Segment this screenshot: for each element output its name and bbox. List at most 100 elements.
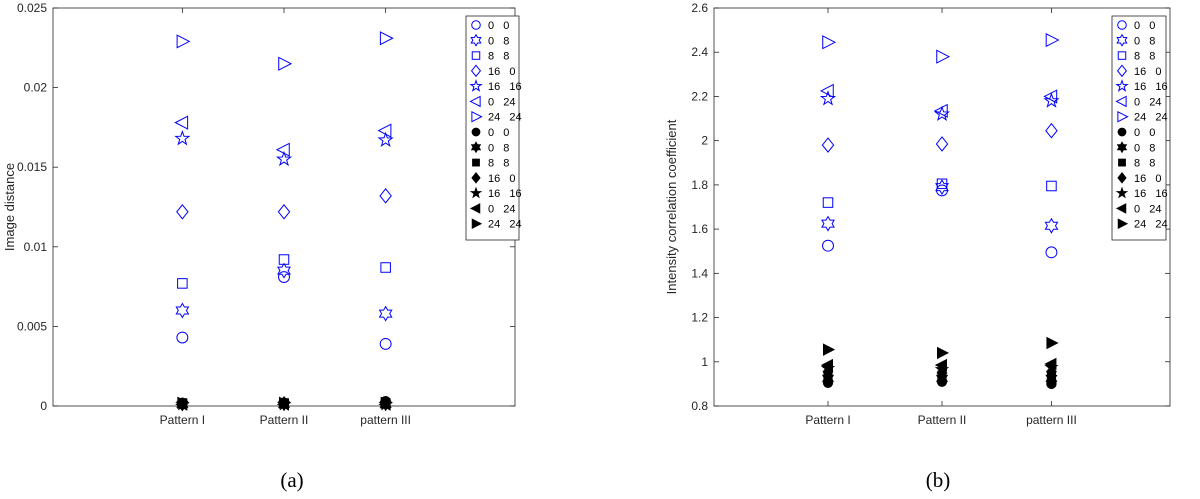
data-point <box>275 142 290 157</box>
y-tick-label: 1.6 <box>691 222 708 236</box>
legend-entry: 0 24 <box>1134 96 1162 108</box>
data-point <box>935 179 949 196</box>
legend-entry: 0 0 <box>1134 20 1155 32</box>
legend-marker <box>1115 79 1129 92</box>
data-point <box>820 358 833 372</box>
legend-marker <box>1117 110 1129 123</box>
data-point <box>377 123 392 138</box>
legend-marker <box>470 33 482 47</box>
legend-marker <box>469 203 481 214</box>
data-point <box>380 396 393 410</box>
legend-entry: 0 24 <box>488 96 516 108</box>
y-tick-label: 0.005 <box>17 319 47 333</box>
data-point <box>821 215 835 232</box>
data-point <box>819 90 837 106</box>
legend-marker <box>1116 141 1128 154</box>
legend-entry: 16 0 <box>1134 173 1162 185</box>
data-point <box>1045 32 1060 48</box>
legend-entry: 0 0 <box>488 127 509 139</box>
legend-marker <box>1117 51 1127 60</box>
legend-entry: 16 16 <box>488 188 522 200</box>
legend-entry: 0 8 <box>488 35 509 47</box>
legend-entry: 24 24 <box>488 112 522 124</box>
legend-entry: 16 0 <box>488 66 516 78</box>
x-tick-label: pattern III <box>1026 413 1077 427</box>
y-tick-label: 1.2 <box>691 311 708 325</box>
legend-entry: 24 24 <box>1134 219 1168 231</box>
data-point <box>819 83 834 99</box>
legend-entry: 0 24 <box>488 203 516 215</box>
data-point <box>380 262 391 273</box>
legend-marker <box>1115 203 1127 214</box>
legend-marker <box>472 158 480 167</box>
data-point <box>278 56 293 71</box>
legend-marker <box>471 218 483 230</box>
data-point <box>821 137 835 153</box>
legend-marker <box>471 110 483 123</box>
legend-marker <box>469 79 483 92</box>
legend-entry: 0 8 <box>1134 35 1155 47</box>
data-point <box>377 131 394 148</box>
legend-entry: 8 8 <box>1134 158 1155 170</box>
data-point <box>1044 357 1057 371</box>
caption-a: (a) <box>280 468 303 492</box>
legend: 0 0 0 8 8 8 16 0 16 16 0 24 24 24 0 0 0 8 8 8 16 0… <box>465 15 522 241</box>
y-tick-label: 0.8 <box>691 399 708 413</box>
legend-marker <box>471 51 481 60</box>
data-point <box>278 271 290 284</box>
legend-marker <box>470 64 482 78</box>
data-point <box>177 278 188 289</box>
legend-entry: 0 24 <box>1134 203 1162 215</box>
data-point <box>277 203 291 220</box>
data-point <box>1043 89 1058 104</box>
legend-marker <box>1116 33 1128 47</box>
data-point <box>1046 336 1059 350</box>
legend-marker <box>471 20 481 30</box>
y-tick-label: 2.4 <box>691 45 708 59</box>
data-point <box>174 115 189 130</box>
data-point <box>822 197 834 208</box>
legend-entry: 16 0 <box>1134 66 1162 78</box>
legend-marker <box>1116 64 1128 78</box>
data-point <box>936 178 948 190</box>
chart-intensity-correlation: 0.8 1 1.2 1.4 1.6 1.8 2 2.2 2.4 2.6 Pattern I Patte… <box>664 1 1171 427</box>
y-tick-label: 2 <box>701 134 708 148</box>
legend-entry: 0 0 <box>1134 127 1155 139</box>
data-point <box>379 188 392 204</box>
data-point <box>822 239 834 252</box>
data-point <box>822 35 837 50</box>
legend-entry: 16 16 <box>1134 188 1168 200</box>
legend-marker <box>1115 95 1127 108</box>
data-point <box>937 346 950 360</box>
y-tick-label: 0 <box>40 399 47 413</box>
data-point <box>174 130 191 146</box>
legend-marker <box>471 127 481 137</box>
y-tick-label: 1 <box>701 355 708 369</box>
legend-marker <box>1118 158 1126 167</box>
axes-box <box>713 7 1171 407</box>
legend-marker <box>1117 127 1127 137</box>
legend-marker <box>1117 20 1127 30</box>
y-tick-label: 1.4 <box>691 266 708 280</box>
legend-entry: 16 16 <box>1134 81 1168 93</box>
data-point <box>934 358 947 372</box>
data-point <box>378 305 393 322</box>
legend: 0 0 0 8 8 8 16 0 16 16 0 24 24 24 0 0 0 8 8 8 16 0… <box>1111 15 1168 241</box>
data-point <box>277 262 291 279</box>
data-point <box>176 331 189 344</box>
data-point <box>176 203 189 220</box>
y-tick-label: 0.02 <box>24 81 48 95</box>
legend-entry: 24 24 <box>1134 112 1168 124</box>
data-point <box>275 150 293 167</box>
legend-entry: 0 0 <box>488 20 509 32</box>
data-point <box>175 302 190 319</box>
legend-marker <box>469 186 483 199</box>
data-point <box>1045 246 1058 259</box>
data-point <box>823 343 836 356</box>
legend-marker <box>469 95 481 108</box>
legend-marker <box>1115 186 1129 199</box>
data-point <box>935 136 949 152</box>
data-point <box>278 254 290 265</box>
x-tick-label: Pattern II <box>918 413 967 427</box>
